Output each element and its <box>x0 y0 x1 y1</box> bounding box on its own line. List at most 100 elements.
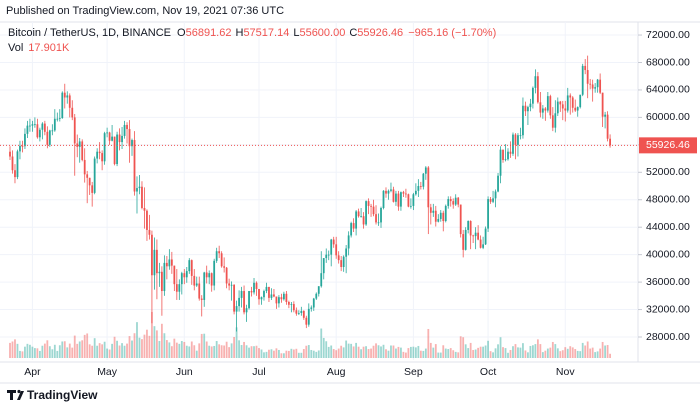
volume-bar <box>367 349 370 358</box>
volume-bar <box>295 348 298 358</box>
volume-bar <box>14 339 16 358</box>
candle-body <box>153 249 156 276</box>
y-tick-label: 36000.00 <box>646 276 690 288</box>
candle-body <box>322 258 325 274</box>
candle-body <box>407 194 410 207</box>
candle-body <box>509 151 512 154</box>
volume-bar <box>571 347 574 358</box>
volume-bar <box>160 323 163 358</box>
volume-bar <box>539 344 542 358</box>
candle-body <box>599 79 602 93</box>
volume-bar <box>422 350 425 358</box>
volume-bar <box>91 345 94 358</box>
x-tick-label: Nov <box>556 366 575 378</box>
candle-body <box>335 244 338 256</box>
candle-body <box>514 134 517 145</box>
candle-body <box>424 167 427 174</box>
volume-bar <box>233 337 235 358</box>
volume-bar <box>138 337 141 358</box>
candle-body <box>24 133 26 147</box>
volume-bar <box>215 341 218 358</box>
candle-body <box>29 125 31 127</box>
volume-bar <box>190 341 193 358</box>
volume-bar <box>509 349 512 358</box>
candle-body <box>551 115 554 128</box>
candle-body <box>183 273 186 278</box>
candle-body <box>502 149 504 160</box>
volume-bar <box>442 345 445 358</box>
candle-body <box>462 234 465 250</box>
legend-row: Bitcoin / TetherUS, 1D, BINANCE O56891.62… <box>8 27 496 39</box>
volume-bar <box>559 351 562 358</box>
candle-body <box>539 102 542 113</box>
candle-body <box>352 223 355 229</box>
volume-bar <box>310 349 313 358</box>
candle-body <box>519 135 522 137</box>
candle-body <box>437 218 440 222</box>
candle-body <box>584 65 587 71</box>
candle-body <box>529 103 532 108</box>
candle-body <box>248 291 250 309</box>
volume-bar <box>419 350 422 358</box>
volume-bar <box>34 348 36 358</box>
candle-body <box>310 307 313 309</box>
candle-body <box>357 211 360 217</box>
volume-bar <box>103 341 106 358</box>
volume-bar <box>126 343 128 358</box>
candle-body <box>101 153 104 162</box>
volume-bar <box>584 345 587 358</box>
volume-bar <box>392 345 395 358</box>
ohlc-value: 56891.62 <box>186 27 232 39</box>
candle-body <box>586 70 589 84</box>
volume-bar <box>524 350 527 358</box>
candle-body <box>68 95 71 108</box>
volume-bar <box>365 346 367 358</box>
volume-bar <box>429 342 432 358</box>
volume-bar <box>504 348 507 358</box>
volume-bar <box>312 350 315 358</box>
candle-body <box>507 151 509 160</box>
candle-body <box>258 288 260 300</box>
candle-body <box>327 254 330 256</box>
candle-body <box>377 222 380 224</box>
volume-bar <box>143 334 146 358</box>
candle-body <box>367 201 370 206</box>
x-tick-label: Oct <box>480 366 496 378</box>
candle-body <box>205 272 208 278</box>
candle-body <box>332 239 335 245</box>
volume-bar <box>29 344 31 358</box>
change: −965.16 (−1.70%) <box>408 27 496 39</box>
candle-body <box>439 212 442 219</box>
candle-body <box>429 207 432 213</box>
volume-bar <box>133 333 136 358</box>
x-tick-label: Apr <box>24 366 41 378</box>
candle-body <box>243 291 245 313</box>
candle-body <box>295 310 298 314</box>
volume-bar <box>355 342 358 358</box>
volume-bar <box>360 349 362 358</box>
volume-bar <box>482 346 484 358</box>
candle-body <box>41 123 44 130</box>
volume-bar <box>402 351 405 358</box>
volume-bar <box>283 353 285 358</box>
candle-body <box>73 117 76 144</box>
candle-body <box>265 286 268 292</box>
candle-body <box>524 105 527 112</box>
candle-body <box>185 271 188 278</box>
candle-body <box>487 199 489 229</box>
volume-bar <box>519 347 522 358</box>
volume-bar <box>479 346 482 358</box>
volume-bar <box>604 345 607 358</box>
volume-bar <box>253 346 255 358</box>
candle-body <box>360 216 362 218</box>
candle-body <box>151 234 153 276</box>
volume-bar <box>375 343 377 358</box>
volume-legend: Vol 17.901K <box>8 42 70 54</box>
volume-bar <box>9 342 11 358</box>
volume-bar <box>439 352 442 358</box>
volume-bar <box>230 343 233 358</box>
volume-bar <box>335 350 338 358</box>
candle-body <box>230 284 233 286</box>
candle-body <box>46 131 49 145</box>
volume-bar <box>345 340 348 358</box>
